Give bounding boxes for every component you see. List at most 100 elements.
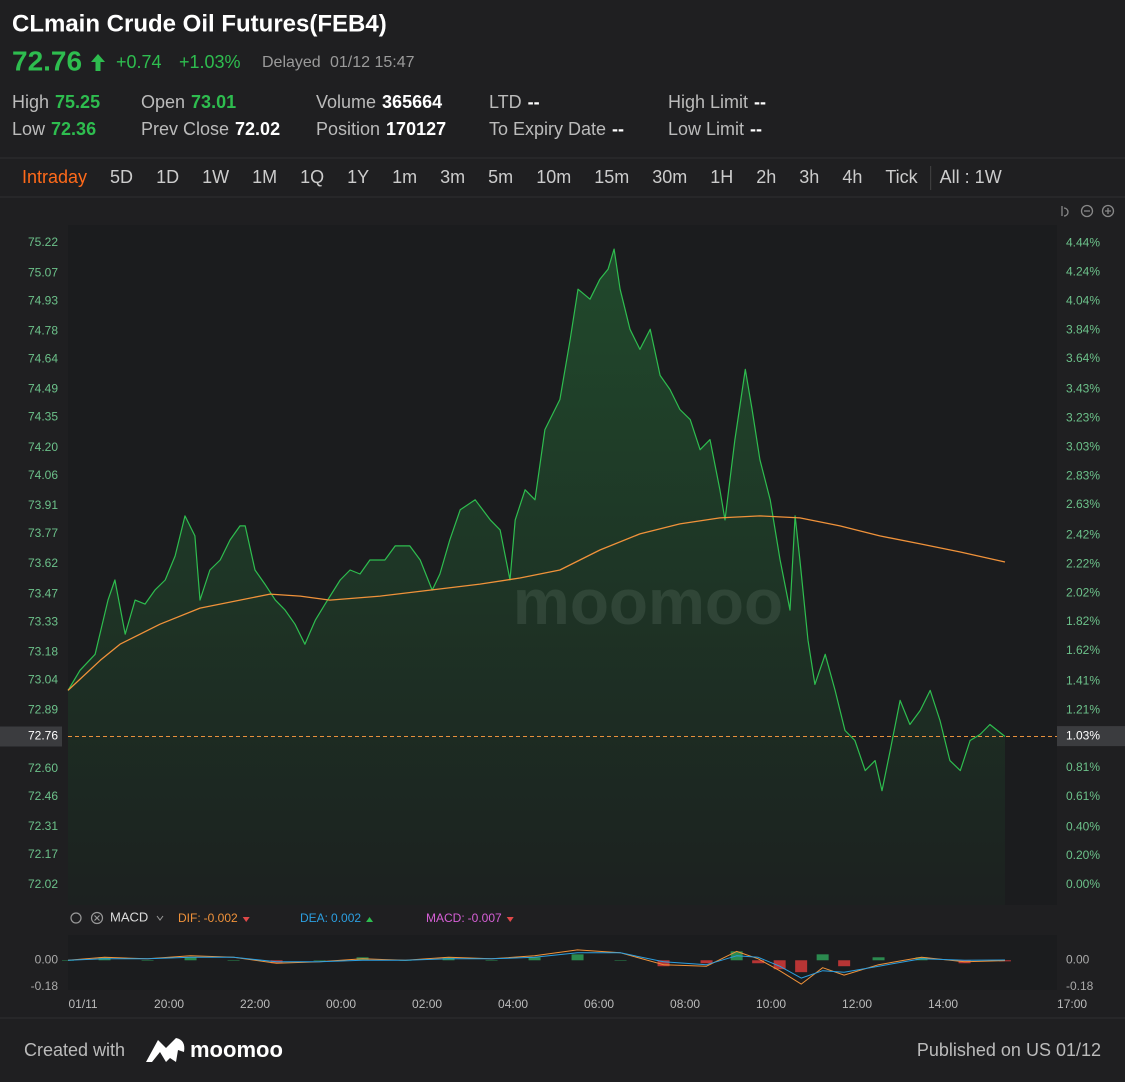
y2-tick-label: 2.83%	[1066, 468, 1100, 482]
macd-bar	[838, 960, 851, 967]
y2-tick-label: 1.21%	[1066, 702, 1100, 716]
tab[interactable]: 15m	[594, 167, 629, 187]
macd-line	[67, 952, 1006, 979]
y-tick-label: 72.31	[28, 819, 58, 833]
legend-arrow	[242, 917, 250, 922]
tab[interactable]: 30m	[652, 167, 687, 187]
tab[interactable]: 2h	[756, 167, 776, 187]
tab[interactable]: 1W	[202, 167, 229, 187]
y2-tick-label: 1.82%	[1066, 614, 1100, 628]
close-icon[interactable]	[90, 911, 104, 925]
macd-tick-label: 0.00	[35, 952, 59, 966]
macd-tick-label: -0.18	[31, 979, 59, 993]
tab[interactable]: 5m	[488, 167, 513, 187]
y2-tick-label: 1.62%	[1066, 643, 1100, 657]
y2-tick-label: 1.41%	[1066, 673, 1100, 687]
y2-tick-label: 2.22%	[1066, 556, 1100, 570]
macd-bar	[571, 954, 584, 961]
tab[interactable]: 4h	[842, 167, 862, 187]
tabs: Intraday 5D 1D 1W 1M 1Q 1Y 1m 3m 5m 10m 15m 30m 1H 2h 3…	[22, 166, 1002, 190]
y-tick-label: 74.49	[28, 382, 58, 396]
zoom-in[interactable]	[1101, 204, 1115, 218]
macd-bar	[773, 960, 786, 970]
stat-label: Prev Close	[141, 119, 229, 139]
x-tick-label: 02:00	[412, 997, 442, 1011]
footer-brand: moomoo	[190, 1037, 283, 1062]
tab[interactable]: 1m	[392, 167, 417, 187]
y-tick-label: 73.91	[28, 498, 58, 512]
macd-tick-label-right: 0.00	[1066, 952, 1090, 966]
macd-bar	[700, 960, 713, 964]
y-tick-label: 73.33	[28, 614, 58, 628]
stat-label: LTD	[489, 92, 522, 112]
tab[interactable]: 1H	[710, 167, 733, 187]
y2-tick-label: 3.43%	[1066, 382, 1100, 396]
stat-label: Position	[316, 119, 380, 139]
range-label[interactable]: All : 1W	[940, 167, 1002, 187]
y-tick-label: 73.18	[28, 644, 58, 658]
y-tick-label: 73.77	[28, 526, 58, 540]
stat-label: Volume	[316, 92, 376, 112]
zoom-out[interactable]	[1080, 204, 1094, 218]
y-tick-label: 74.06	[28, 468, 58, 482]
y-tick-label: 73.04	[28, 673, 58, 687]
dropdown	[156, 915, 164, 921]
tab[interactable]: 10m	[536, 167, 571, 187]
tab[interactable]: 3m	[440, 167, 465, 187]
macd-background	[68, 935, 1057, 990]
y-tick-label: 75.07	[28, 265, 58, 279]
tab[interactable]: 5D	[110, 167, 133, 187]
macd-tick-label-right: -0.18	[1066, 979, 1094, 993]
tab[interactable]: 3h	[799, 167, 819, 187]
stat-value: 73.01	[191, 92, 236, 112]
tab[interactable]: Intraday	[22, 167, 87, 187]
macd-bar	[614, 960, 627, 961]
time: 01/12 15:47	[330, 54, 415, 71]
change: +0.74	[116, 52, 162, 72]
y2-tick-label: 2.02%	[1066, 585, 1100, 599]
stat-value: --	[612, 119, 624, 139]
average-line	[67, 515, 1006, 691]
y-tick-label: 72.89	[28, 703, 58, 717]
macd-bar	[62, 960, 74, 961]
stat-value: 170127	[386, 119, 446, 139]
stat-value: 75.25	[55, 92, 100, 112]
y-tick-label: 74.78	[28, 323, 58, 337]
stat-value: --	[750, 119, 762, 139]
legend-name: DEA:	[300, 911, 328, 925]
y-tick-label: 74.64	[28, 352, 58, 366]
y2-tick-label: 4.04%	[1066, 293, 1100, 307]
settings-icon[interactable]	[70, 912, 82, 924]
macd-bar	[141, 960, 154, 961]
legend-value: 0.002	[331, 911, 361, 925]
legend-arrow	[506, 917, 514, 922]
reset-icon[interactable]	[1061, 206, 1069, 217]
y2-tick-label: 2.42%	[1066, 527, 1100, 541]
stat-value: --	[528, 92, 540, 112]
y2-tick-label: 0.20%	[1066, 848, 1100, 862]
macd-bar	[485, 960, 498, 961]
macd-bar	[313, 960, 326, 961]
stat-label: Low Limit	[668, 119, 744, 139]
tab[interactable]: Tick	[885, 167, 918, 187]
tab[interactable]: 1M	[252, 167, 277, 187]
tab[interactable]: 1Y	[347, 167, 369, 187]
macd-controls	[70, 911, 104, 925]
tab[interactable]: 1Q	[300, 167, 324, 187]
x-tick-label: 12:00	[842, 997, 872, 1011]
last-price-label: 72.76	[28, 729, 58, 743]
tab[interactable]: 1D	[156, 167, 179, 187]
legend-value: -0.002	[204, 911, 238, 925]
x-tick-label: 04:00	[498, 997, 528, 1011]
x-tick-label: 14:00	[928, 997, 958, 1011]
y2-tick-label: 0.61%	[1066, 789, 1100, 803]
price: 72.76	[12, 45, 82, 76]
legend-arrow	[366, 917, 374, 922]
stat-value: --	[754, 92, 766, 112]
y-tick-label: 73.47	[28, 586, 58, 600]
plot: 75.22 75.07 74.93 74.78 74.64 74.49 74.35 74.20…	[0, 235, 1125, 1011]
stat-label: High	[12, 92, 49, 112]
y-tick-label: 74.20	[28, 440, 58, 454]
stat-value: 72.36	[51, 119, 96, 139]
